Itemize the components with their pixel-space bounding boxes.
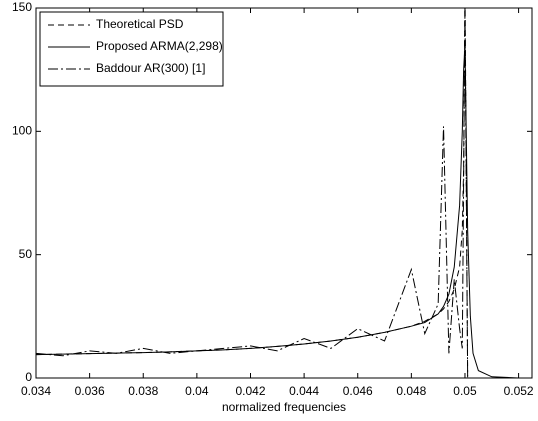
legend-label: Baddour AR(300) [1] [96,61,205,75]
series-line [36,44,532,378]
series-line [36,8,532,378]
y-tick-label: 150 [12,0,32,14]
x-tick-label: 0.052 [504,384,534,398]
x-tick-label: 0.038 [128,384,158,398]
x-tick-label: 0.034 [21,384,51,398]
x-tick-label: 0.05 [453,384,477,398]
x-tick-label: 0.04 [185,384,209,398]
legend-label: Theoretical PSD [96,17,184,31]
legend-box [39,11,224,87]
y-tick-label: 0 [25,370,32,384]
x-tick-label: 0.036 [75,384,105,398]
x-tick-label: 0.042 [235,384,265,398]
x-tick-label: 0.044 [289,384,319,398]
y-tick-label: 50 [19,247,33,261]
x-tick-label: 0.048 [396,384,426,398]
x-tick-label: 0.046 [343,384,373,398]
y-tick-label: 100 [12,124,32,138]
x-axis-label: normalized frequencies [222,400,346,414]
legend-label: Proposed ARMA(2,298) [96,39,223,53]
